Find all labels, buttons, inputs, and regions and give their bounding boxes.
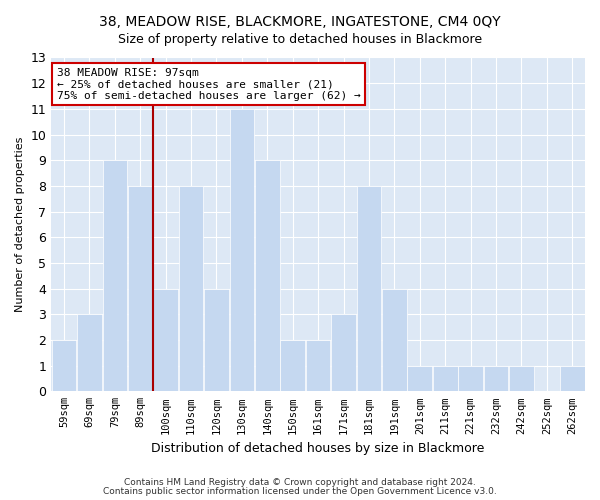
Bar [560, 366, 584, 392]
Text: Size of property relative to detached houses in Blackmore: Size of property relative to detached ho… [118, 32, 482, 46]
X-axis label: Distribution of detached houses by size in Blackmore: Distribution of detached houses by size … [151, 442, 485, 455]
Bar [128, 186, 152, 392]
Bar [484, 366, 508, 392]
Bar [103, 160, 127, 392]
Bar [509, 366, 534, 392]
Text: 38 MEADOW RISE: 97sqm
← 25% of detached houses are smaller (21)
75% of semi-deta: 38 MEADOW RISE: 97sqm ← 25% of detached … [56, 68, 361, 100]
Y-axis label: Number of detached properties: Number of detached properties [15, 136, 25, 312]
Bar [280, 340, 305, 392]
Bar [154, 288, 178, 392]
Bar [356, 186, 382, 392]
Bar [306, 340, 331, 392]
Bar [204, 288, 229, 392]
Text: 38, MEADOW RISE, BLACKMORE, INGATESTONE, CM4 0QY: 38, MEADOW RISE, BLACKMORE, INGATESTONE,… [99, 15, 501, 29]
Bar [179, 186, 203, 392]
Bar [382, 288, 407, 392]
Bar [52, 340, 76, 392]
Bar [77, 314, 102, 392]
Bar [230, 109, 254, 392]
Bar [458, 366, 483, 392]
Bar [433, 366, 458, 392]
Bar [407, 366, 432, 392]
Text: Contains public sector information licensed under the Open Government Licence v3: Contains public sector information licen… [103, 486, 497, 496]
Bar [255, 160, 280, 392]
Text: Contains HM Land Registry data © Crown copyright and database right 2024.: Contains HM Land Registry data © Crown c… [124, 478, 476, 487]
Bar [331, 314, 356, 392]
